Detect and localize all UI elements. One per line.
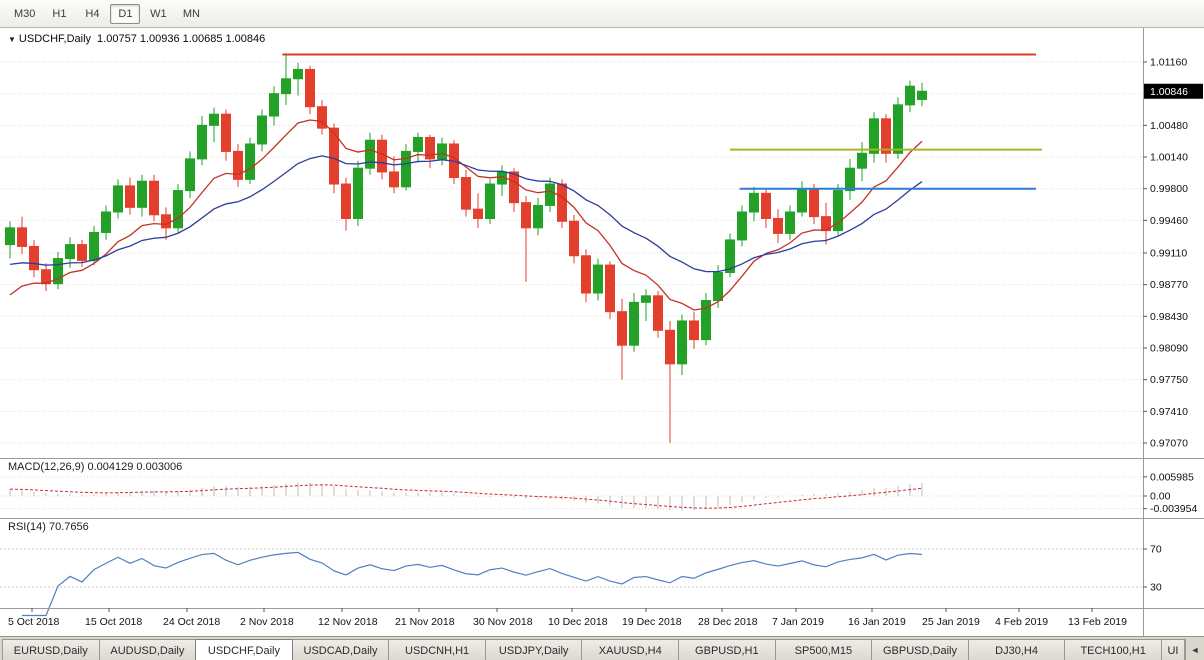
svg-text:0.97750: 0.97750 — [1150, 374, 1188, 386]
svg-text:24 Oct 2018: 24 Oct 2018 — [163, 616, 220, 628]
current-price-badge: 1.00846 — [1144, 83, 1203, 99]
candlestick-series — [5, 54, 927, 443]
chart-tab-usdjpy-daily[interactable]: USDJPY,Daily — [484, 639, 583, 660]
svg-text:7 Jan 2019: 7 Jan 2019 — [772, 616, 824, 628]
timeframe-button-d1[interactable]: D1 — [110, 3, 141, 24]
tab-scroll-left-button[interactable]: ◄ — [1185, 639, 1204, 660]
svg-text:0.99800: 0.99800 — [1150, 183, 1188, 195]
macd-pane — [9, 482, 923, 511]
chart-canvas[interactable]: 1.01160 1.00480 1.00140 0.99800 0.99460 0.991… — [0, 28, 1204, 636]
price-axis[interactable]: 1.01160 1.00480 1.00140 0.99800 0.99460 0.991… — [1143, 57, 1197, 594]
svg-text:25 Jan 2019: 25 Jan 2019 — [922, 616, 980, 628]
svg-text:0.97070: 0.97070 — [1150, 437, 1188, 449]
svg-text:21 Nov 2018: 21 Nov 2018 — [395, 616, 455, 628]
svg-text:0.005985: 0.005985 — [1150, 471, 1194, 483]
chart-tab-ui[interactable]: UI — [1160, 639, 1185, 660]
svg-text:0.99460: 0.99460 — [1150, 215, 1188, 227]
svg-text:-0.003954: -0.003954 — [1150, 503, 1197, 515]
svg-text:0.98430: 0.98430 — [1150, 311, 1188, 323]
svg-text:10 Dec 2018: 10 Dec 2018 — [548, 616, 608, 628]
svg-text:19 Dec 2018: 19 Dec 2018 — [622, 616, 682, 628]
chart-tab-xauusd-h4[interactable]: XAUUSD,H4 — [581, 639, 680, 660]
svg-text:1.00480: 1.00480 — [1150, 120, 1188, 132]
timeframe-button-h4[interactable]: H4 — [85, 7, 100, 20]
chart-tab-usdcnh-h1[interactable]: USDCNH,H1 — [388, 639, 486, 660]
svg-text:30 Nov 2018: 30 Nov 2018 — [473, 616, 533, 628]
chart-tab-usdchf-daily[interactable]: USDCHF,Daily — [195, 639, 293, 660]
grid — [0, 61, 1143, 588]
chart-tab-dj30-h4[interactable]: DJ30,H4 — [967, 639, 1066, 660]
timeframe-button-mn[interactable]: MN — [182, 7, 200, 20]
svg-text:13 Feb 2019: 13 Feb 2019 — [1068, 616, 1127, 628]
chart-tab-eurusd-daily[interactable]: EURUSD,Daily — [2, 639, 100, 660]
horizontal-line-objects[interactable] — [282, 53, 1042, 190]
timeframe-button-w1[interactable]: W1 — [150, 7, 167, 20]
svg-text:5 Oct 2018: 5 Oct 2018 — [8, 616, 60, 628]
rsi-pane — [22, 551, 923, 617]
chart-tab-gbpusd-h1[interactable]: GBPUSD,H1 — [678, 639, 776, 660]
chart-window: 1.01160 1.00480 1.00140 0.99800 0.99460 0.991… — [0, 28, 1204, 636]
svg-text:2 Nov 2018: 2 Nov 2018 — [240, 616, 294, 628]
timeframe-button-h1[interactable]: H1 — [52, 7, 67, 20]
chart-tab-gbpusd-daily[interactable]: GBPUSD,Daily — [871, 639, 969, 660]
svg-text:30: 30 — [1150, 582, 1162, 594]
date-axis[interactable]: 5 Oct 2018 15 Oct 2018 24 Oct 2018 2 Nov 20… — [8, 608, 1127, 628]
chart-tab-audusd-daily[interactable]: AUDUSD,Daily — [98, 639, 197, 660]
svg-text:4 Feb 2019: 4 Feb 2019 — [995, 616, 1048, 628]
timeframe-button-m30[interactable]: M30 — [14, 7, 36, 20]
svg-text:15 Oct 2018: 15 Oct 2018 — [85, 616, 142, 628]
svg-text:16 Jan 2019: 16 Jan 2019 — [848, 616, 906, 628]
svg-text:0.99110: 0.99110 — [1150, 247, 1187, 259]
svg-text:1.00140: 1.00140 — [1150, 152, 1188, 164]
svg-text:0.98770: 0.98770 — [1150, 279, 1188, 291]
timeframe-toolbar: M30 H1 H4 D1 W1 MN — [0, 0, 1204, 28]
svg-text:0.00: 0.00 — [1150, 491, 1171, 503]
svg-text:1.00846: 1.00846 — [1150, 86, 1188, 98]
svg-text:12 Nov 2018: 12 Nov 2018 — [318, 616, 378, 628]
chart-tab-sp500-m15[interactable]: SP500,M15 — [774, 639, 873, 660]
svg-text:0.98090: 0.98090 — [1150, 342, 1188, 354]
chart-tab-usdcad-daily[interactable]: USDCAD,Daily — [291, 639, 390, 660]
chart-tabs-bar: EURUSD,Daily AUDUSD,Daily USDCHF,Daily USDC… — [0, 636, 1204, 660]
svg-text:0.97410: 0.97410 — [1150, 406, 1188, 418]
svg-text:28 Dec 2018: 28 Dec 2018 — [698, 616, 758, 628]
svg-text:1.01160: 1.01160 — [1150, 57, 1187, 69]
chart-tabs: EURUSD,Daily AUDUSD,Daily USDCHF,Daily USDC… — [2, 639, 1185, 660]
moving-average-lines — [9, 119, 923, 311]
chart-tab-tech100-h1[interactable]: TECH100,H1 — [1064, 639, 1162, 660]
svg-text:70: 70 — [1150, 544, 1162, 556]
